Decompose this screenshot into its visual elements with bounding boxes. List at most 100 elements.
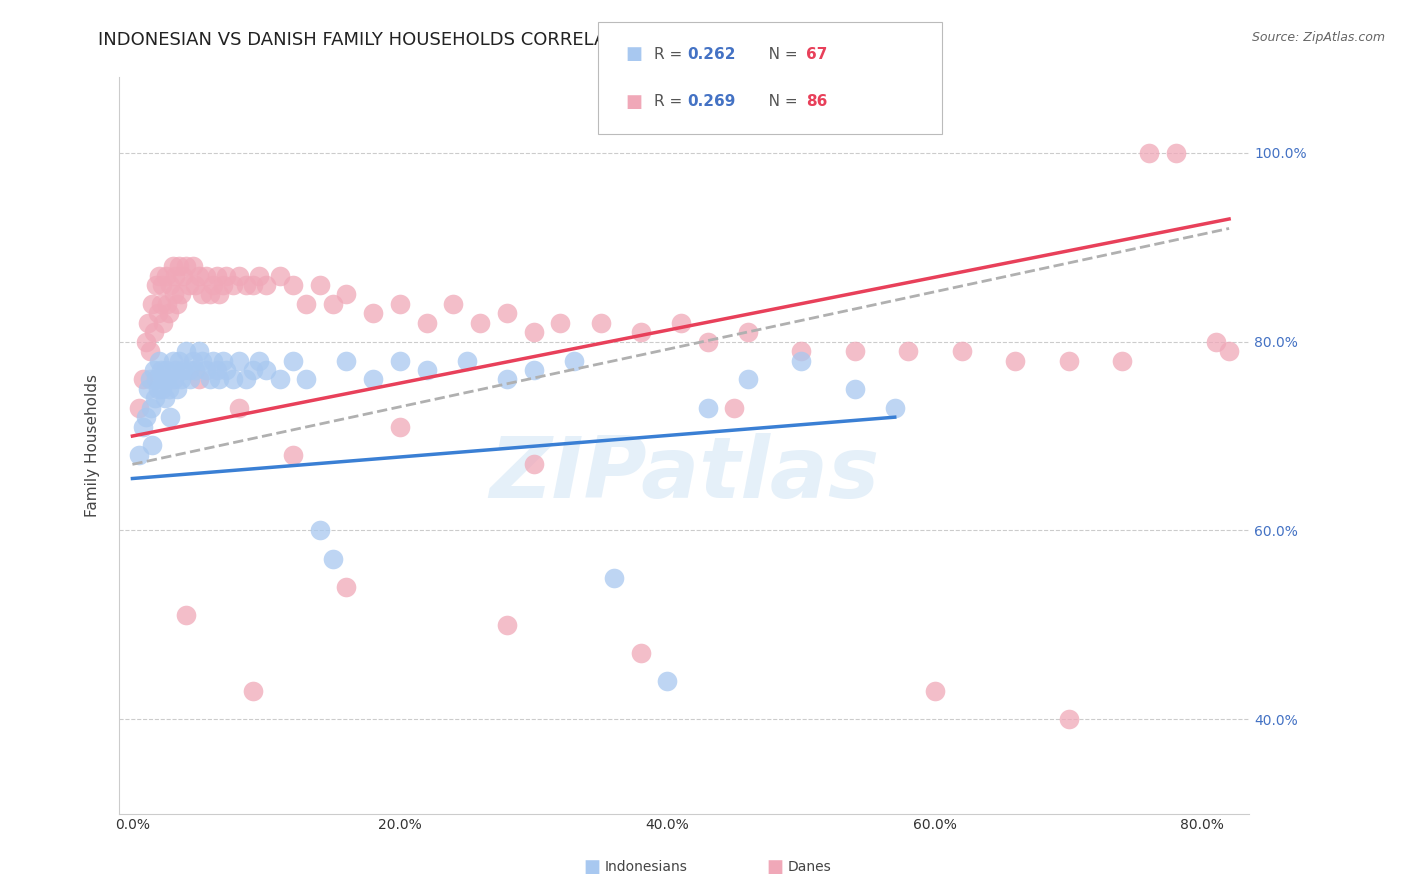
Text: ■: ■: [626, 45, 643, 63]
Point: [141, 438, 163, 452]
Point: [254, 278, 277, 293]
Point: [208, 287, 231, 301]
Point: [155, 268, 177, 283]
Point: [456, 353, 478, 368]
Point: [1218, 344, 1240, 359]
Point: [128, 448, 150, 462]
Point: [142, 363, 165, 377]
Point: [162, 353, 184, 368]
Point: [184, 278, 207, 293]
Point: [468, 316, 491, 330]
Text: ■: ■: [766, 858, 783, 876]
Point: [415, 363, 437, 377]
Point: [142, 325, 165, 339]
Point: [174, 608, 197, 623]
Point: [150, 278, 173, 293]
Point: [883, 401, 905, 415]
Text: Danes: Danes: [787, 860, 831, 874]
Point: [562, 353, 585, 368]
Text: 0.262: 0.262: [688, 47, 735, 62]
Point: [172, 268, 194, 283]
Point: [152, 316, 174, 330]
Text: N =: N =: [754, 95, 801, 109]
Point: [169, 287, 191, 301]
Point: [191, 287, 214, 301]
Point: [215, 363, 238, 377]
Point: [166, 382, 188, 396]
Point: [138, 316, 160, 330]
Point: [222, 372, 245, 386]
Point: [696, 334, 718, 349]
Point: [496, 617, 519, 632]
Point: [335, 580, 357, 594]
Point: [145, 278, 167, 293]
Point: [135, 410, 157, 425]
Point: [181, 259, 204, 273]
Text: ZIPatlas: ZIPatlas: [489, 434, 879, 516]
Point: [212, 278, 235, 293]
Point: [174, 259, 197, 273]
Point: [163, 287, 186, 301]
Point: [139, 372, 162, 386]
Point: [523, 325, 546, 339]
Point: [159, 278, 181, 293]
Text: R =: R =: [654, 95, 688, 109]
Point: [295, 372, 318, 386]
Point: [215, 268, 238, 283]
Point: [696, 401, 718, 415]
Text: ■: ■: [626, 93, 643, 111]
Point: [149, 297, 172, 311]
Point: [166, 297, 188, 311]
Point: [201, 278, 224, 293]
Point: [723, 401, 745, 415]
Point: [188, 268, 211, 283]
Point: [388, 419, 411, 434]
Point: [924, 684, 946, 698]
Point: [295, 297, 318, 311]
Point: [139, 344, 162, 359]
Point: [222, 278, 245, 293]
Point: [1164, 145, 1187, 160]
Point: [228, 353, 250, 368]
Point: [242, 363, 264, 377]
Point: [281, 353, 304, 368]
Y-axis label: Family Households: Family Households: [86, 374, 100, 517]
Point: [235, 372, 257, 386]
Point: [167, 259, 190, 273]
Text: N =: N =: [754, 47, 801, 62]
Point: [177, 363, 200, 377]
Point: [388, 297, 411, 311]
Point: [208, 372, 231, 386]
Text: INDONESIAN VS DANISH FAMILY HOUSEHOLDS CORRELATION CHART: INDONESIAN VS DANISH FAMILY HOUSEHOLDS C…: [98, 31, 716, 49]
Point: [188, 372, 211, 386]
Point: [177, 278, 200, 293]
Point: [228, 268, 250, 283]
Point: [603, 571, 626, 585]
Point: [205, 268, 228, 283]
Point: [269, 268, 291, 283]
Point: [132, 419, 155, 434]
Point: [322, 297, 344, 311]
Text: 67: 67: [806, 47, 827, 62]
Point: [195, 268, 218, 283]
Text: R =: R =: [654, 47, 688, 62]
Point: [269, 372, 291, 386]
Point: [205, 363, 228, 377]
Point: [737, 325, 759, 339]
Point: [322, 551, 344, 566]
Point: [172, 363, 194, 377]
Point: [128, 401, 150, 415]
Point: [496, 306, 519, 320]
Point: [157, 306, 180, 320]
Point: [1004, 353, 1026, 368]
Point: [242, 684, 264, 698]
Point: [148, 353, 170, 368]
Point: [135, 334, 157, 349]
Point: [155, 363, 177, 377]
Point: [169, 372, 191, 386]
Point: [150, 382, 173, 396]
Point: [141, 297, 163, 311]
Point: [1205, 334, 1227, 349]
Point: [138, 382, 160, 396]
Point: [162, 259, 184, 273]
